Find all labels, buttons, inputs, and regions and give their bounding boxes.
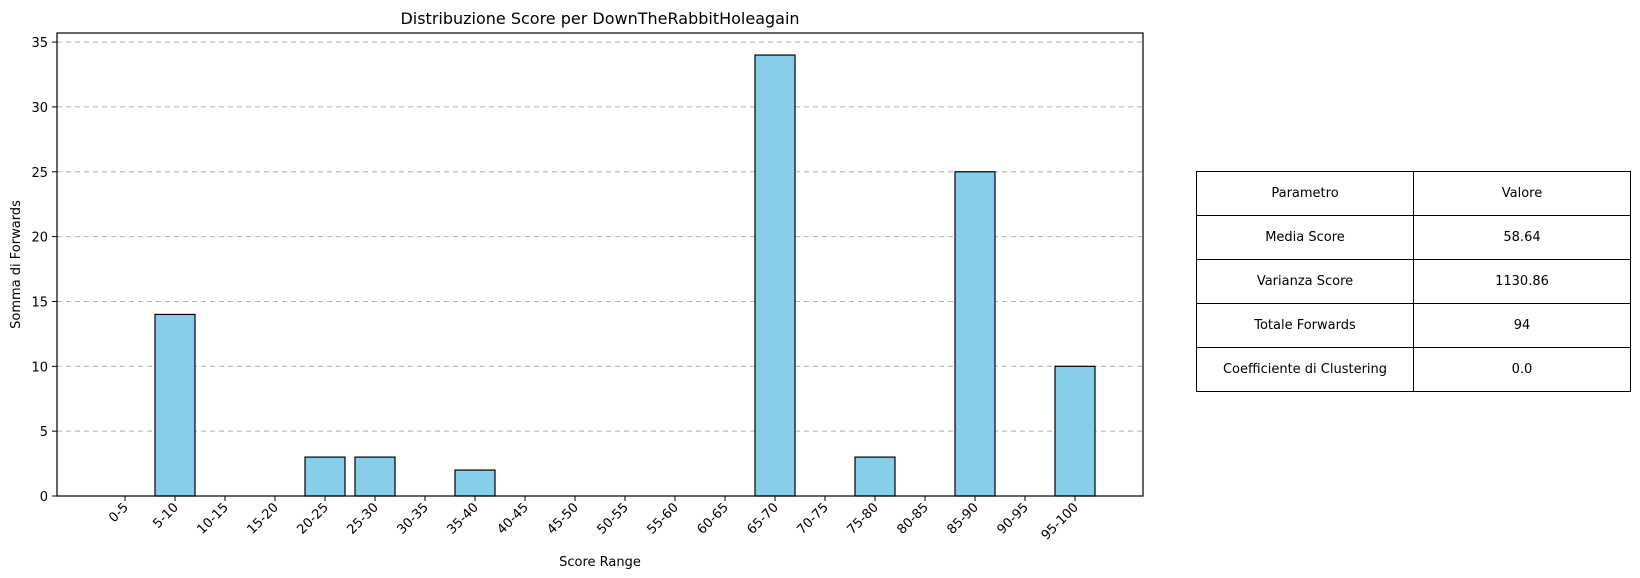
bar-85-90 [954, 171, 996, 497]
x-tick-label: 35-40 [445, 500, 482, 537]
bars [154, 54, 1096, 497]
y-tick-label: 20 [31, 231, 48, 246]
bar-5-10 [154, 313, 196, 497]
table-header-param: Parametro [1196, 171, 1414, 216]
table-cell-param: Varianza Score [1196, 259, 1414, 304]
x-tick-label: 70-75 [795, 500, 832, 537]
table-row: Varianza Score 1130.86 [1196, 259, 1631, 304]
stats-table: Parametro Valore Media Score 58.64 Varia… [1196, 171, 1631, 392]
plot-area-frame [56, 32, 1144, 497]
table-cell-param: Coefficiente di Clustering [1196, 347, 1414, 392]
table-cell-param: Totale Forwards [1196, 303, 1414, 348]
table-cell-param: Media Score [1196, 215, 1414, 260]
y-tick-label: 15 [31, 295, 48, 310]
x-tick-label: 80-85 [895, 500, 932, 537]
x-tick-label: 50-55 [595, 500, 632, 537]
x-tick-label: 30-35 [395, 500, 432, 537]
table-cell-value: 94 [1413, 303, 1631, 348]
y-axis-ticks: 0 5 10 15 20 25 30 35 [31, 36, 57, 505]
x-tick-label: 20-25 [295, 500, 332, 537]
y-tick-label: 35 [31, 36, 48, 51]
table-header-value: Valore [1413, 171, 1631, 216]
x-tick-label: 10-15 [195, 500, 232, 537]
bar-20-25 [304, 456, 346, 497]
x-tick-label: 60-65 [695, 500, 732, 537]
x-tick-label: 55-60 [645, 500, 682, 537]
table-header-row: Parametro Valore [1196, 171, 1631, 216]
table-row: Media Score 58.64 [1196, 215, 1631, 260]
table-cell-value: 1130.86 [1413, 259, 1631, 304]
grid-lines [57, 41, 1143, 432]
x-tick-label: 25-30 [345, 500, 382, 537]
y-tick-label: 10 [31, 360, 48, 375]
x-tick-label: 45-50 [545, 500, 582, 537]
y-tick-label: 5 [40, 425, 48, 440]
y-tick-label: 25 [31, 166, 48, 181]
x-tick-label: 90-95 [995, 500, 1032, 537]
table-cell-value: 58.64 [1413, 215, 1631, 260]
x-tick-label: 75-80 [845, 500, 882, 537]
table-row: Totale Forwards 94 [1196, 303, 1631, 348]
x-tick-label: 65-70 [745, 500, 782, 537]
chart-title: Distribuzione Score per DownTheRabbitHol… [400, 9, 799, 28]
table-cell-value: 0.0 [1413, 347, 1631, 392]
x-axis-ticks: 0-5 5-10 10-15 15-20 20-25 25-30 30-35 35-40 40-… [106, 496, 1082, 543]
table-row: Coefficiente di Clustering 0.0 [1196, 347, 1631, 392]
bar-75-80 [854, 456, 896, 497]
x-tick-label: 40-45 [495, 500, 532, 537]
y-axis-label: Somma di Forwards [9, 200, 24, 329]
y-tick-label: 0 [40, 490, 48, 505]
x-tick-label: 0-5 [106, 500, 132, 526]
x-tick-label: 5-10 [150, 500, 181, 531]
bar-95-100 [1054, 365, 1096, 497]
x-tick-label: 95-100 [1039, 500, 1082, 543]
bar-35-40 [454, 469, 496, 497]
x-tick-label: 15-20 [245, 500, 282, 537]
x-tick-label: 85-90 [945, 500, 982, 537]
y-tick-label: 30 [31, 101, 48, 116]
bar-25-30 [354, 456, 396, 497]
x-axis-label: Score Range [559, 555, 641, 570]
bar-65-70 [754, 54, 796, 497]
